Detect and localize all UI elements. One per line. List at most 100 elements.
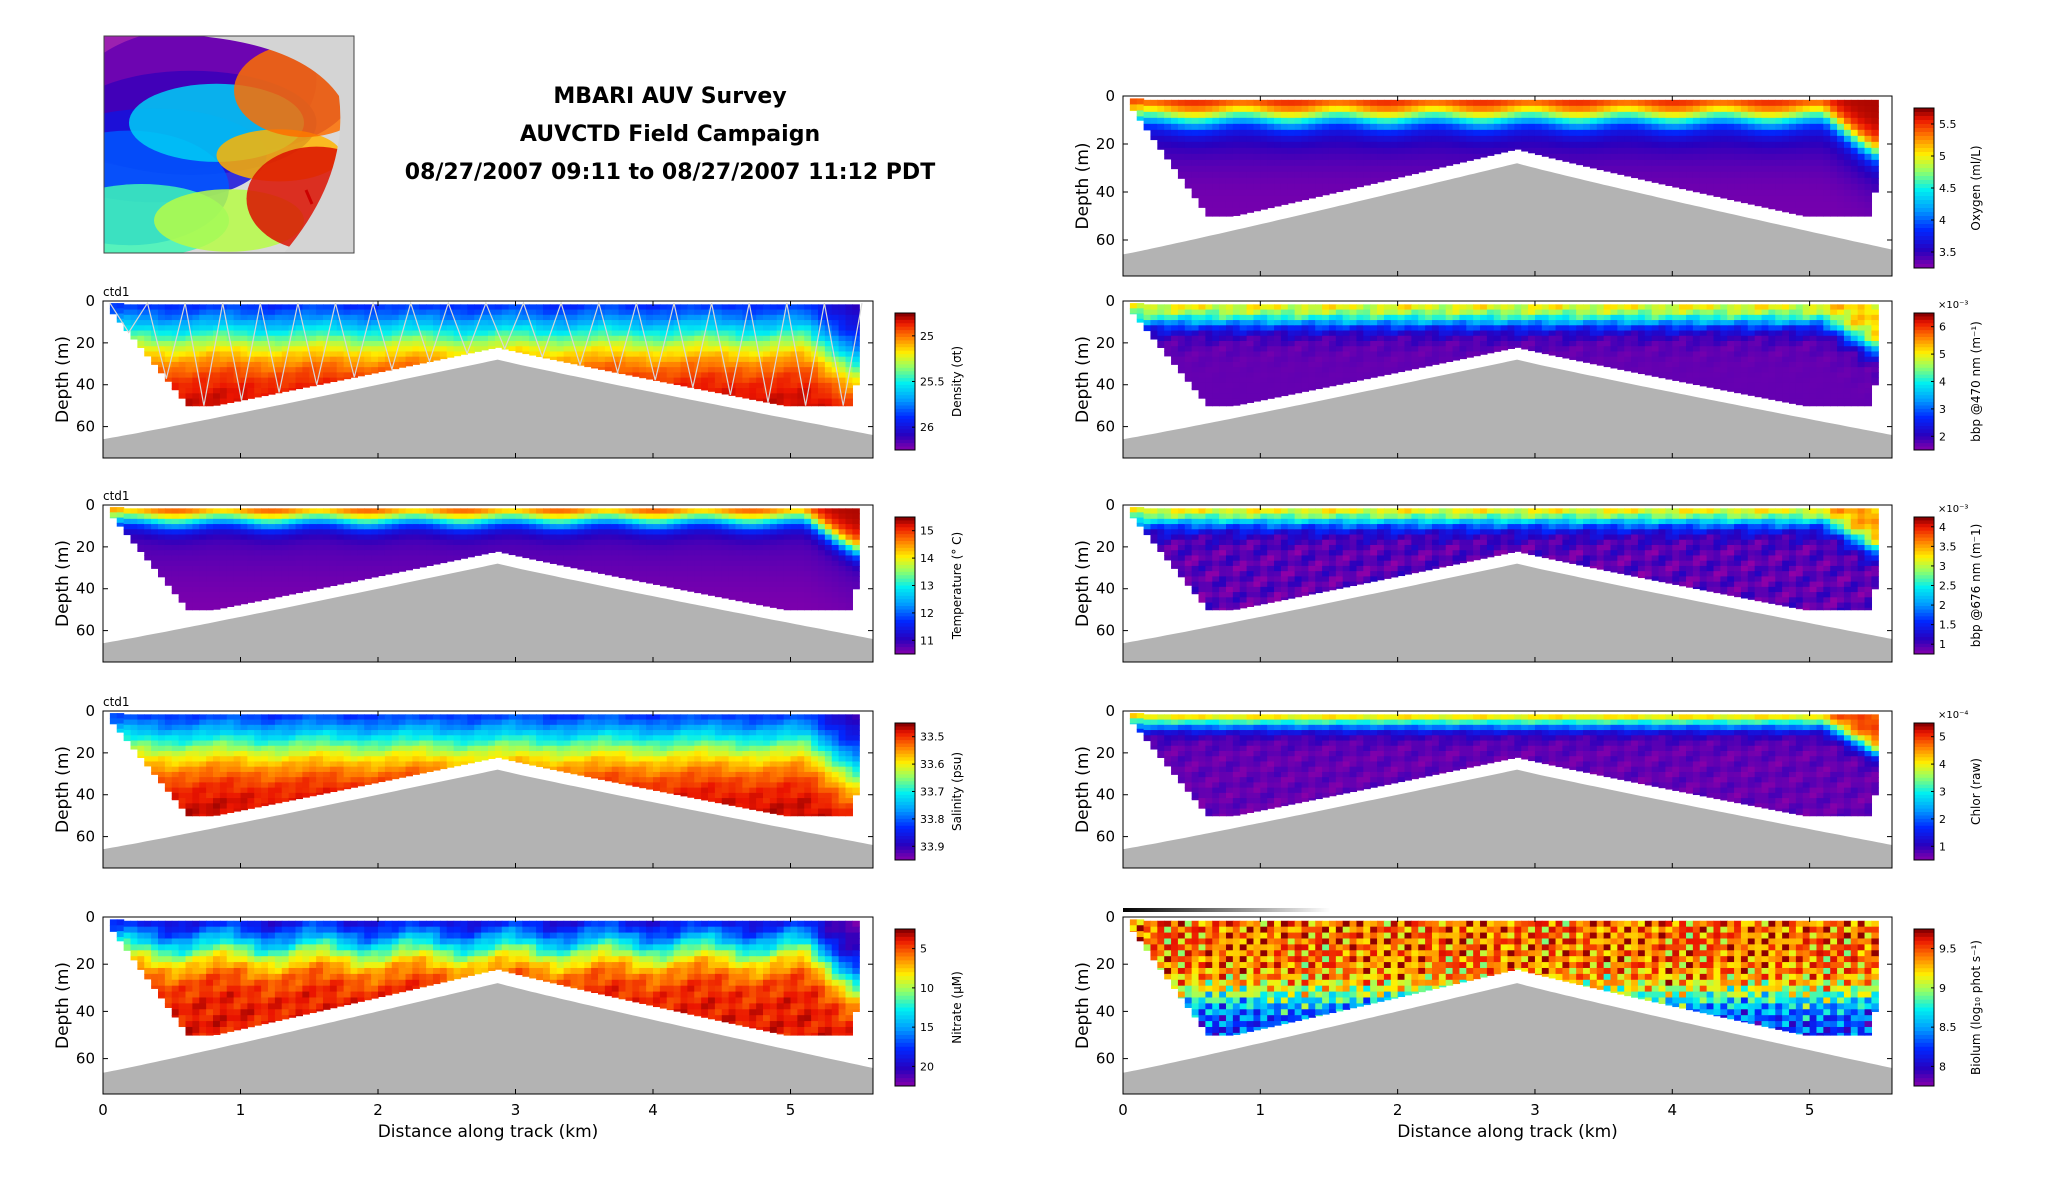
y-tick-label: 60 xyxy=(76,418,95,436)
colorbar-segment xyxy=(1914,120,1934,125)
colorbar-segment xyxy=(1914,948,1934,954)
colorbar-segment xyxy=(895,1011,915,1016)
colorbar-segment xyxy=(895,729,915,734)
colorbar-segment xyxy=(1914,1058,1934,1063)
colorbar-tick-label: 3 xyxy=(1939,786,1946,799)
colorbar-tick-label: 15 xyxy=(920,1021,934,1034)
colorbar-tick-label: 13 xyxy=(920,580,934,593)
survey-track-marker xyxy=(304,189,314,205)
panel-plot-area xyxy=(1123,507,1892,662)
colorbar-segment xyxy=(1914,856,1934,861)
colorbar-segment xyxy=(895,364,915,369)
colorbar-segment xyxy=(895,815,915,820)
colorbar-segment xyxy=(1914,991,1934,997)
x-tick-label: 3 xyxy=(511,1101,521,1119)
panel-frame xyxy=(102,916,874,1095)
colorbar-segment xyxy=(1914,436,1934,441)
colorbar-segment xyxy=(895,777,915,782)
colorbar-segment xyxy=(1914,140,1934,145)
panel-frame xyxy=(102,504,874,663)
colorbar-segment xyxy=(1914,743,1934,748)
colorbar-segment xyxy=(1914,723,1934,727)
colorbar-segment xyxy=(1914,527,1934,532)
colorbar-segment xyxy=(1914,952,1934,957)
colorbar-segment xyxy=(895,836,915,840)
colorbar-segment xyxy=(1914,367,1934,372)
y-tick-label: 40 xyxy=(1096,1002,1115,1020)
colorbar-tick-label: 5.5 xyxy=(1939,118,1957,131)
colorbar-segment xyxy=(895,616,915,621)
colorbar-segment xyxy=(1914,980,1934,985)
title-line-2: AUVCTD Field Campaign xyxy=(519,122,821,147)
panel-frame xyxy=(102,300,874,459)
biolum-colorbar: 9.5 9 8.5 8 Biolum (log₁₀ phot s⁻¹) xyxy=(1913,928,1983,1087)
colorbar-segment xyxy=(1914,578,1934,583)
colorbar-segment xyxy=(1914,374,1934,379)
colorbar-segment xyxy=(1914,1031,1934,1036)
colorbar-segment xyxy=(1914,224,1934,229)
colorbar-segment xyxy=(1914,371,1934,376)
colorbar-segment xyxy=(1914,777,1934,782)
colorbar-segment xyxy=(1914,313,1934,317)
colorbar-segment xyxy=(1914,849,1934,854)
colorbar-segment xyxy=(1914,599,1934,604)
y-tick-label: 60 xyxy=(76,1050,95,1068)
colorbar-segment xyxy=(1914,1066,1934,1071)
colorbar-segment xyxy=(895,330,915,335)
y-tick-label: 0 xyxy=(85,908,95,926)
colorbar-tick-label: 10 xyxy=(920,982,934,995)
colorbar-segment xyxy=(895,1062,915,1067)
colorbar-segment xyxy=(1914,561,1934,566)
colorbar-segment xyxy=(895,952,915,957)
colorbar-label: bbp @676 nm (m⁻1) xyxy=(1969,524,1983,648)
colorbar-segment xyxy=(1914,220,1934,225)
colorbar-segment xyxy=(1914,571,1934,576)
colorbar-segment xyxy=(1914,757,1934,762)
colorbar-segment xyxy=(1914,602,1934,607)
colorbar-segment xyxy=(895,643,915,648)
colorbar-tick-label: 5 xyxy=(1939,150,1946,163)
colorbar-frame xyxy=(1913,928,1935,1087)
colorbar-segment xyxy=(895,408,915,413)
colorbar-segment xyxy=(895,571,915,576)
colorbar-tick-label: 4 xyxy=(1939,758,1946,771)
oxygen-heatmap-cells xyxy=(1129,98,1879,217)
colorbar-segment xyxy=(1914,805,1934,810)
colorbar-exponent: ×10⁻³ xyxy=(1938,300,1968,311)
colorbar-tick-label: 15 xyxy=(920,525,934,538)
colorbar-segment xyxy=(1914,846,1934,851)
colorbar-tick-label: 2 xyxy=(1939,813,1946,826)
y-tick-label: 60 xyxy=(1096,1050,1115,1068)
colorbar-segment xyxy=(895,956,915,961)
colorbar-tick-label: 3 xyxy=(1939,560,1946,573)
colorbar-segment xyxy=(1914,116,1934,121)
colorbar-segment xyxy=(1914,575,1934,580)
colorbar-segment xyxy=(1914,180,1934,185)
y-tick-label: 60 xyxy=(1096,231,1115,249)
y-tick-label: 60 xyxy=(1096,828,1115,846)
colorbar-segment xyxy=(1914,1042,1934,1048)
colorbar-segment xyxy=(1914,172,1934,177)
colorbar-segment xyxy=(895,313,915,317)
colorbar-segment xyxy=(1914,412,1934,417)
colorbar-segment xyxy=(895,964,915,969)
y-tick-label: 20 xyxy=(1096,334,1115,352)
colorbar-segment xyxy=(1914,248,1934,253)
colorbar-segment xyxy=(895,808,915,813)
colorbar-segment xyxy=(1914,960,1934,965)
colorbar-segment xyxy=(1914,726,1934,731)
colorbar-label: Chlor (raw) xyxy=(1969,758,1983,825)
bathymetry xyxy=(103,563,873,662)
panel-frame xyxy=(1122,916,1893,1095)
colorbar-segment xyxy=(895,1050,915,1056)
temperature-heatmap-cells xyxy=(109,507,860,611)
colorbar-segment xyxy=(895,426,915,430)
colorbar-segment xyxy=(895,781,915,786)
colorbar-segment xyxy=(1914,853,1934,858)
colorbar-label: Temperature (° C) xyxy=(950,532,964,640)
colorbar-segment xyxy=(1914,1062,1934,1067)
colorbar-segment xyxy=(1914,940,1934,946)
colorbar-segment xyxy=(1914,124,1934,129)
colorbar-segment xyxy=(1914,326,1934,331)
